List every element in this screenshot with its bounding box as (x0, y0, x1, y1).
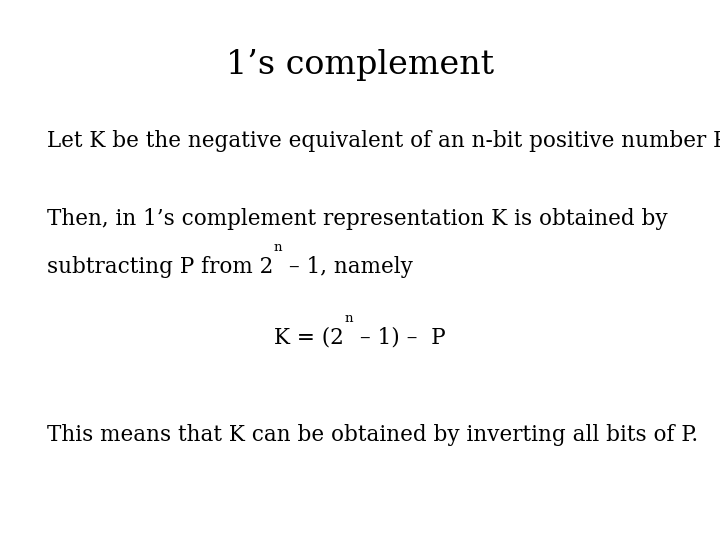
Text: – 1, namely: – 1, namely (282, 256, 413, 279)
Text: 1’s complement: 1’s complement (226, 49, 494, 80)
Text: Then, in 1’s complement representation K is obtained by: Then, in 1’s complement representation K… (47, 208, 667, 230)
Text: n: n (273, 241, 282, 254)
Text: This means that K can be obtained by inverting all bits of P.: This means that K can be obtained by inv… (47, 424, 698, 446)
Text: – 1) –  P: – 1) – P (353, 327, 446, 349)
Text: K = (2: K = (2 (274, 327, 344, 349)
Text: Let K be the negative equivalent of an n-bit positive number P.: Let K be the negative equivalent of an n… (47, 130, 720, 152)
Text: n: n (344, 312, 353, 325)
Text: subtracting P from 2: subtracting P from 2 (47, 256, 273, 279)
